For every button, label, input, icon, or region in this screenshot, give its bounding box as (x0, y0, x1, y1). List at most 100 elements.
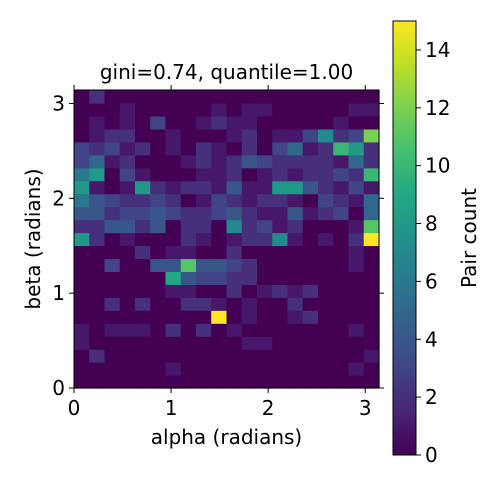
heatmap-cell (318, 245, 334, 260)
heatmap-cell (333, 102, 350, 117)
heatmap-cell (333, 180, 350, 195)
heatmap-cell (165, 180, 182, 195)
heatmap-cell (318, 258, 334, 272)
heatmap-cell (363, 258, 380, 272)
heatmap-cell (211, 115, 228, 130)
heatmap-cell (333, 115, 350, 130)
heatmap-cell (74, 232, 90, 247)
heatmap-cell (165, 193, 182, 208)
heatmap-cell (257, 284, 273, 298)
heatmap-cell (318, 128, 334, 143)
heatmap-cell (74, 180, 90, 195)
heatmap-cell (302, 232, 319, 247)
heatmap-cell (348, 232, 365, 247)
heatmap-cell (241, 323, 258, 337)
heatmap-cell (318, 154, 334, 169)
heatmap-cell (287, 180, 304, 195)
heatmap-cell (150, 167, 167, 182)
heatmap-cell (89, 297, 106, 311)
heatmap-cell (287, 245, 304, 260)
heatmap-cell (241, 90, 258, 104)
heatmap-cell (104, 271, 121, 285)
heatmap-cell (119, 297, 136, 311)
heatmap-cell (226, 141, 243, 156)
heatmap-cell (180, 310, 197, 324)
heatmap-cell (333, 154, 350, 169)
heatmap-cell (119, 219, 136, 234)
y-tick-label: 2 (52, 186, 65, 210)
heatmap-cell (180, 336, 197, 350)
heatmap-cell (180, 141, 197, 156)
heatmap-cell (180, 115, 197, 130)
heatmap-cell (211, 375, 228, 389)
heatmap-cell (333, 90, 350, 104)
heatmap-cell (363, 219, 380, 234)
heatmap-cell (74, 271, 90, 285)
heatmap-cell (333, 310, 350, 324)
colorbar-tick-label: 6 (425, 269, 438, 293)
heatmap-cell (165, 323, 182, 337)
heatmap-cell (302, 310, 319, 324)
heatmap-cell (363, 284, 380, 298)
heatmap-cell (348, 323, 365, 337)
y-tick-label: 0 (52, 376, 65, 400)
heatmap-cell (241, 310, 258, 324)
heatmap-cell (348, 154, 365, 169)
heatmap-cell (302, 167, 319, 182)
heatmap-cell (348, 90, 365, 104)
heatmap-cell (333, 232, 350, 247)
heatmap-cell (211, 362, 228, 376)
heatmap-cell (119, 310, 136, 324)
heatmap-cell (226, 362, 243, 376)
heatmap-cell (348, 297, 365, 311)
heatmap-cell (318, 323, 334, 337)
heatmap-cell (287, 232, 304, 247)
heatmap-cell (287, 271, 304, 285)
heatmap-cell (104, 310, 121, 324)
heatmap-cell (226, 180, 243, 195)
heatmap-cell (165, 232, 182, 247)
heatmap-cell (226, 115, 243, 130)
heatmap-cell (180, 349, 197, 363)
heatmap-cell (257, 219, 273, 234)
heatmap-cell (211, 219, 228, 234)
heatmap-cell (363, 115, 380, 130)
heatmap-cell (318, 271, 334, 285)
heatmap-cell (104, 219, 121, 234)
heatmap-cell (119, 232, 136, 247)
heatmap-cell (211, 167, 228, 182)
heatmap-cell (74, 310, 90, 324)
heatmap-cell (302, 375, 319, 389)
heatmap-cell (165, 297, 182, 311)
heatmap-cell (196, 258, 212, 272)
heatmap-cell (104, 297, 121, 311)
x-tick-label: 2 (262, 396, 275, 420)
heatmap-cell (272, 154, 289, 169)
heatmap-cell (89, 271, 106, 285)
heatmap-cell (302, 349, 319, 363)
heatmap-cell (180, 193, 197, 208)
heatmap-cell (241, 258, 258, 272)
heatmap-cell (150, 362, 167, 376)
heatmap-cell (89, 336, 106, 350)
heatmap-cell (363, 90, 380, 104)
heatmap-cell (104, 180, 121, 195)
heatmap-cell (348, 245, 365, 260)
x-tick-label: 1 (165, 396, 178, 420)
heatmap-cell (272, 219, 289, 234)
heatmap-cell (119, 258, 136, 272)
heatmap-cell (272, 336, 289, 350)
heatmap-cell (211, 206, 228, 221)
heatmap-cell (333, 336, 350, 350)
heatmap-cell (302, 284, 319, 298)
heatmap-cell (165, 349, 182, 363)
heatmap-cell (287, 154, 304, 169)
heatmap-cell (272, 90, 289, 104)
heatmap-cell (272, 102, 289, 117)
heatmap-cell (287, 167, 304, 182)
x-tick-label: 0 (68, 396, 81, 420)
heatmap-cell (272, 180, 289, 195)
heatmap-cell (119, 336, 136, 350)
heatmap-cell (211, 271, 228, 285)
heatmap-cell (272, 349, 289, 363)
